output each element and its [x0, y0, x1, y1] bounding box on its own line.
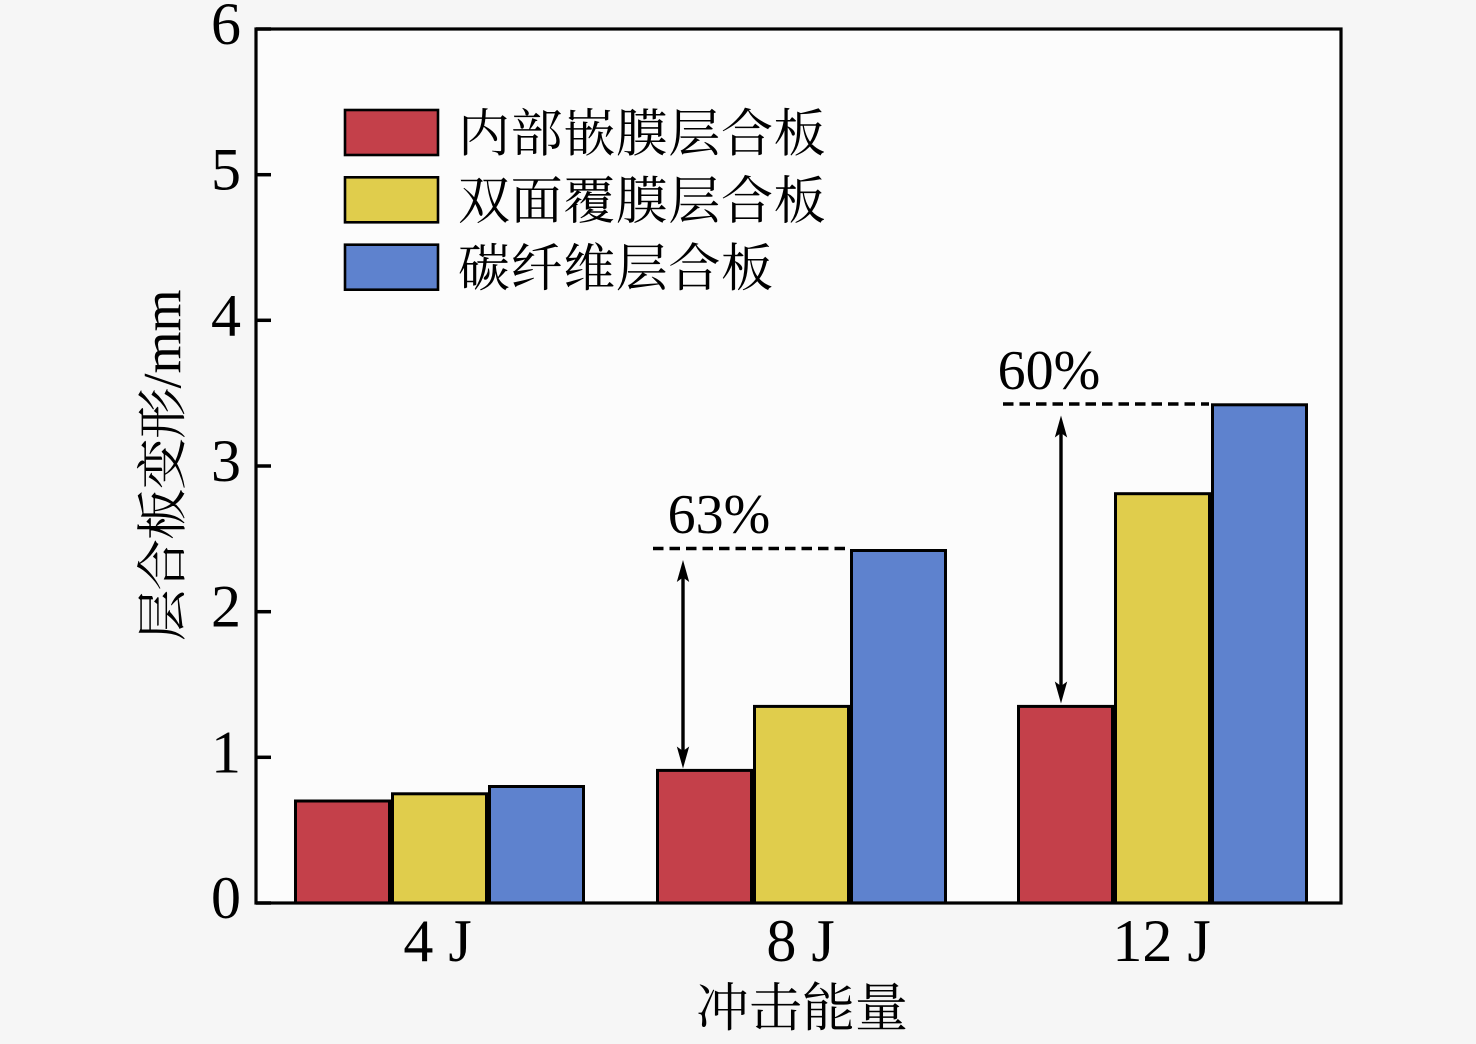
- svg-text:1: 1: [211, 719, 241, 785]
- svg-text:6: 6: [211, 0, 241, 57]
- svg-text:8 J: 8 J: [766, 908, 834, 974]
- svg-text:4 J: 4 J: [403, 908, 471, 974]
- svg-text:12 J: 12 J: [1112, 908, 1210, 974]
- svg-text:/mm: /mm: [133, 289, 193, 388]
- svg-text:3: 3: [211, 428, 241, 494]
- svg-text:0: 0: [211, 865, 241, 931]
- svg-text:60%: 60%: [998, 340, 1101, 402]
- svg-text:4: 4: [211, 282, 241, 348]
- svg-text:63%: 63%: [668, 484, 771, 546]
- svg-text:2: 2: [211, 574, 241, 640]
- svg-text:5: 5: [211, 137, 241, 203]
